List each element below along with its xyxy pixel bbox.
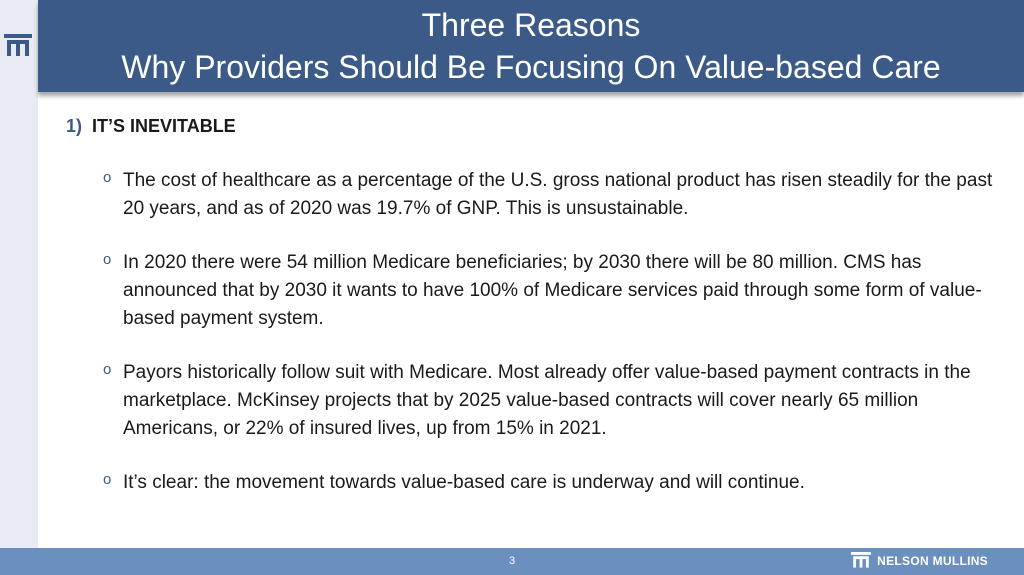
bullet-list: o The cost of healthcare as a percentage… [66,167,996,497]
slide-subtitle: Why Providers Should Be Focusing On Valu… [121,49,941,85]
section-title: IT’S INEVITABLE [92,116,236,136]
bullet-item: o It’s clear: the movement towards value… [103,469,996,497]
bullet-text: It’s clear: the movement towards value-b… [123,472,805,493]
bullet-text: The cost of healthcare as a percentage o… [123,170,993,219]
bullet-text: In 2020 there were 54 million Medicare b… [123,252,982,329]
bullet-item: o The cost of healthcare as a percentage… [103,167,996,223]
slide-content: 1) IT’S INEVITABLE o The cost of healthc… [66,116,996,523]
footer-logo-icon [851,552,872,568]
footer-bar: 3 NELSON MULLINS [0,548,1024,575]
bullet-marker: o [103,361,112,378]
bullet-marker: o [103,471,112,488]
slide-title: Three Reasons [421,7,641,43]
bullet-item: o In 2020 there were 54 million Medicare… [103,249,996,333]
corner-logo-icon [4,34,32,56]
bullet-item: o Payors historically follow suit with M… [103,359,996,443]
section-number: 1) [66,116,83,136]
title-bar: Three Reasons Why Providers Should Be Fo… [38,0,1024,92]
footer-brand-name: NELSON MULLINS [877,553,988,568]
bullet-marker: o [103,169,112,186]
page-number: 3 [508,555,516,567]
left-strip [0,0,38,548]
bullet-text: Payors historically follow suit with Med… [123,362,971,439]
bullet-marker: o [103,251,112,268]
section-heading: 1) IT’S INEVITABLE [66,116,996,137]
footer-brand: NELSON MULLINS [851,552,988,569]
